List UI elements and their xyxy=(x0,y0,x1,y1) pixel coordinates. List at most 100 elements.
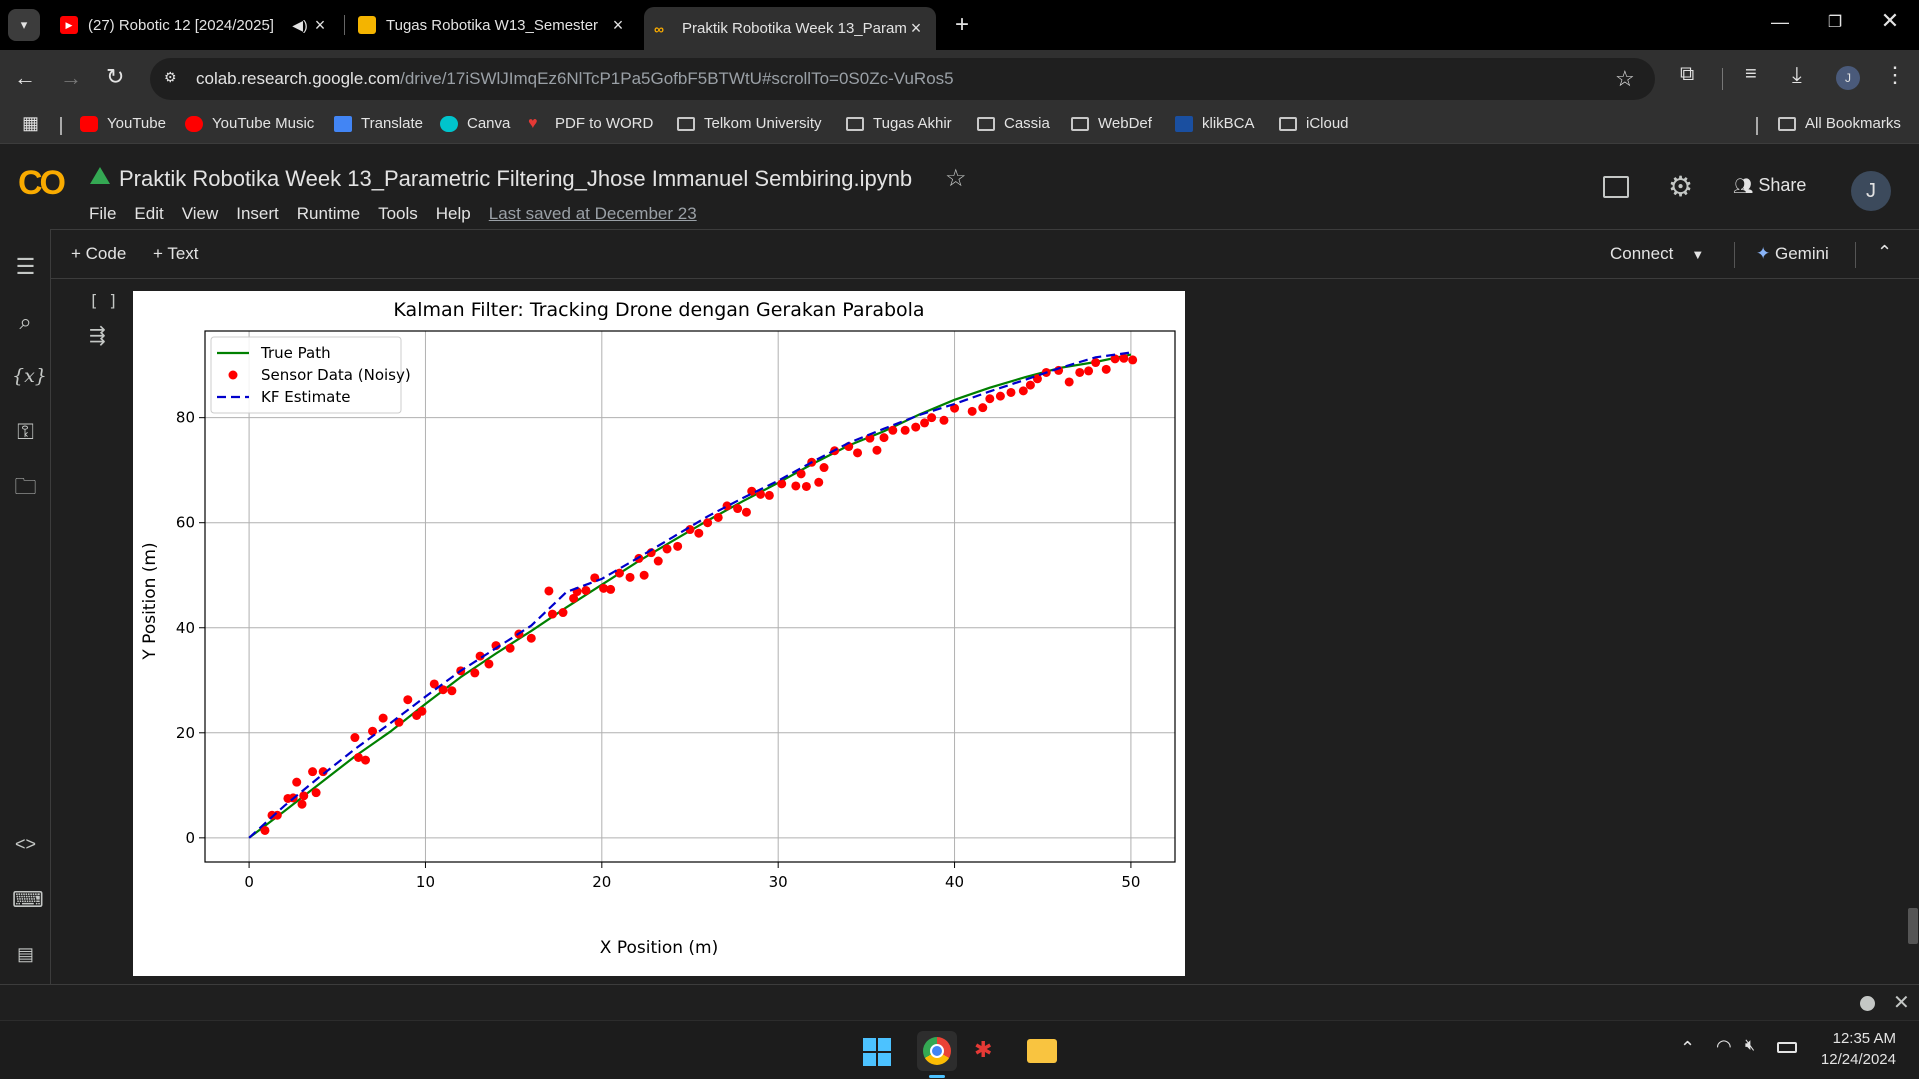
minimize-button[interactable]: — xyxy=(1771,12,1789,32)
secrets-key-icon[interactable]: ⚿ xyxy=(17,419,34,444)
restore-button[interactable]: ❐ xyxy=(1827,14,1843,31)
connect-button[interactable]: Connect ▼ xyxy=(1610,244,1704,264)
tab-colab[interactable]: ∞ Praktik Robotika Week 13_Parametric × xyxy=(644,7,936,50)
apps-icon[interactable]: ▦ xyxy=(22,113,40,133)
bookmark-cassia[interactable]: Cassia xyxy=(977,115,1050,132)
collapse-header-icon[interactable]: ⌃ xyxy=(1877,242,1893,262)
bookmark-label: Cassia xyxy=(1004,115,1050,132)
bookmark-tugas-akhir[interactable]: Tugas Akhir xyxy=(846,115,952,132)
bookmark-telkom-university[interactable]: Telkom University xyxy=(677,115,822,132)
share-button[interactable]: 👥︎ Share xyxy=(1733,175,1806,196)
clock-time[interactable]: 12:35 AM xyxy=(1832,1030,1896,1047)
sensor-data-point xyxy=(599,583,609,593)
close-icon[interactable]: × xyxy=(612,14,624,35)
close-status-icon[interactable]: ✕ xyxy=(1893,992,1910,1014)
clock-date[interactable]: 12/24/2024 xyxy=(1820,1051,1896,1068)
tab-slides[interactable]: Tugas Robotika W13_Semester × xyxy=(348,7,638,43)
sensor-data-point xyxy=(1084,366,1094,376)
bug-app-icon[interactable]: ✱ xyxy=(974,1037,993,1062)
search-icon[interactable]: ⌕ xyxy=(19,309,32,334)
bookmark-canva[interactable]: Canva xyxy=(440,115,510,132)
show-hidden-icons[interactable]: ⌃ xyxy=(1680,1038,1696,1058)
files-folder-icon[interactable]: 🗀︎ xyxy=(14,474,37,499)
menu-view[interactable]: View xyxy=(181,204,219,223)
profile-avatar[interactable]: J xyxy=(1836,66,1860,90)
notebook-title[interactable]: Praktik Robotika Week 13_Parametric Filt… xyxy=(119,166,913,191)
menu-file[interactable]: File xyxy=(89,204,117,223)
toolbar-divider xyxy=(1855,242,1856,268)
bookmark-label: Tugas Akhir xyxy=(873,115,952,132)
chrome-taskbar-icon[interactable] xyxy=(917,1031,957,1078)
close-icon[interactable]: × xyxy=(314,14,326,35)
sensor-data-point xyxy=(939,415,949,425)
sensor-data-point xyxy=(927,413,937,423)
bookmark-star-icon[interactable]: ☆ xyxy=(1615,66,1635,91)
media-controls-icon[interactable]: ≡ xyxy=(1745,63,1757,85)
reload-button[interactable]: ↻ xyxy=(106,64,125,89)
tab-youtube[interactable]: ▶ (27) Robotic 12 [2024/2025] ◀) × xyxy=(50,7,340,43)
scrollbar-thumb[interactable] xyxy=(1908,908,1918,944)
table-of-contents-icon[interactable]: ☰ xyxy=(15,254,36,279)
bookmark-youtube-music[interactable]: YouTube Music xyxy=(185,115,314,132)
add-text-button[interactable]: + Text xyxy=(153,244,199,263)
bookmark-label: klikBCA xyxy=(1202,115,1255,132)
extensions-icon[interactable]: ⧉ xyxy=(1680,63,1695,85)
kf-estimate-line xyxy=(248,351,1132,839)
tab-divider xyxy=(344,15,345,35)
last-saved-link[interactable]: Last saved at December 23 xyxy=(488,204,697,223)
menu-tools[interactable]: Tools xyxy=(378,204,418,223)
notebook-toolbar: + Code + Text Connect ▼ ✦ Gemini ⌃ xyxy=(51,229,1919,279)
close-icon[interactable]: × xyxy=(910,18,922,38)
menu-insert[interactable]: Insert xyxy=(236,204,279,223)
terminal-icon[interactable]: ▤ xyxy=(16,944,34,964)
sensor-data-point xyxy=(308,767,318,777)
tab-search-button[interactable]: ▾ xyxy=(8,9,40,41)
comments-icon[interactable] xyxy=(1603,176,1629,198)
sensor-data-point xyxy=(764,490,774,500)
download-icon[interactable]: ⤓ xyxy=(1792,62,1802,87)
battery-icon[interactable] xyxy=(1777,1042,1797,1053)
address-bar[interactable]: ⚙ colab.research.google.com/drive/17iSWl… xyxy=(150,58,1655,100)
star-icon[interactable]: ☆ xyxy=(945,165,967,192)
account-avatar[interactable]: J xyxy=(1851,171,1891,211)
menu-runtime[interactable]: Runtime xyxy=(296,204,361,223)
sensor-data-point xyxy=(777,479,787,489)
bookmark-translate[interactable]: Translate xyxy=(334,115,423,132)
bookmark-youtube[interactable]: YouTube xyxy=(80,115,166,132)
new-tab-button[interactable]: + xyxy=(954,11,969,38)
start-windows-icon[interactable] xyxy=(863,1038,891,1066)
menu-help[interactable]: Help xyxy=(435,204,471,223)
site-settings-icon[interactable]: ⚙ xyxy=(164,69,177,85)
bookmark-webdef[interactable]: WebDef xyxy=(1071,115,1152,132)
forward-button[interactable]: → xyxy=(60,65,82,90)
more-menu-icon[interactable]: ⋮ xyxy=(1884,62,1906,87)
variables-icon[interactable]: {x} xyxy=(12,365,47,387)
volume-muted-icon[interactable]: 🔇︎ xyxy=(1745,1037,1756,1054)
gemini-button[interactable]: ✦ Gemini xyxy=(1756,244,1829,264)
sensor-data-point xyxy=(547,609,557,619)
add-code-button[interactable]: + Code xyxy=(71,244,127,263)
back-button[interactable]: ← xyxy=(14,65,36,90)
speaker-icon[interactable]: ◀) xyxy=(292,16,308,33)
chart-output: Kalman Filter: Tracking Drone dengan Ger… xyxy=(133,291,1185,976)
bookmark-icloud[interactable]: iCloud xyxy=(1279,115,1349,132)
menu-edit[interactable]: Edit xyxy=(134,204,164,223)
command-palette-icon[interactable]: ⌨ xyxy=(12,887,44,912)
wifi-icon[interactable]: ◠ xyxy=(1716,1036,1732,1056)
bookmark-pdf-to-word[interactable]: ♥ PDF to WORD xyxy=(528,115,653,132)
sensor-data-point xyxy=(438,685,448,695)
cell-run-brackets[interactable]: [ ] xyxy=(89,291,118,310)
colab-logo[interactable]: CO xyxy=(18,164,66,202)
close-window-button[interactable]: ✕ xyxy=(1880,8,1900,33)
tab-title: Praktik Robotika Week 13_Parametric xyxy=(682,20,906,37)
all-bookmarks[interactable]: All Bookmarks xyxy=(1778,115,1901,132)
x-tick-label: 50 xyxy=(1121,873,1140,891)
settings-icon[interactable]: ⚙ xyxy=(1668,171,1694,202)
file-explorer-icon[interactable] xyxy=(1027,1039,1057,1063)
bookmark-klikbca[interactable]: klikBCA xyxy=(1175,115,1255,132)
output-actions-icon[interactable]: ⇶ xyxy=(89,325,106,347)
code-snippets-icon[interactable]: <> xyxy=(14,834,37,854)
folder-icon xyxy=(846,116,864,131)
sensor-data-point xyxy=(378,713,388,723)
sensor-data-point xyxy=(1064,377,1074,387)
